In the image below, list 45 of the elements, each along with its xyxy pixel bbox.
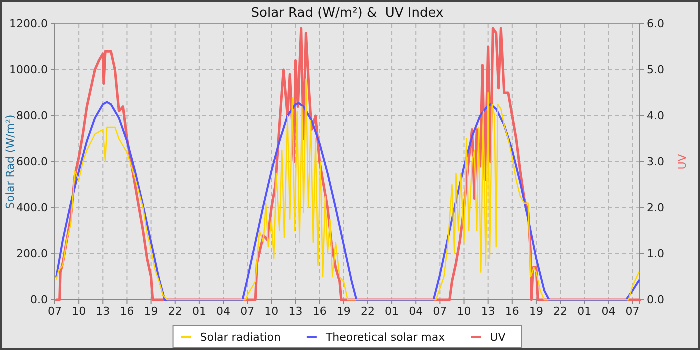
x-tick-label: 16 [120,304,134,318]
x-tick-label: 19 [336,304,351,318]
x-tick-label: 22 [554,304,568,318]
y2-tick-label: 6.0 [647,18,664,31]
chart-title: Solar Rad (W/m²) & UV Index [251,6,444,21]
y-tick-label: 400.0 [16,202,48,215]
x-tick-label: 13 [96,304,110,318]
x-tick-label: 22 [360,304,375,318]
y-tick-label: 600.0 [16,156,48,169]
legend-label: Theoretical solar max [324,331,446,344]
x-tick-label: 07 [433,304,448,318]
x-tick-label: 01 [192,304,206,318]
x-tick-label: 10 [457,304,472,318]
y2-tick-label: 1.0 [647,248,664,261]
y-tick-label: 200.0 [16,248,48,261]
y-tick-label: 1200.0 [10,18,48,31]
x-tick-label: 10 [72,304,86,318]
x-tick-label: 13 [481,304,496,318]
y2-tick-label: 3.0 [647,156,664,169]
y2-tick-label: 5.0 [647,64,664,77]
y-axis-title: Solar Rad (W/m²) [4,114,17,210]
x-tick-label: 16 [505,304,520,318]
y2-tick-label: 2.0 [647,202,664,215]
x-tick-label: 07 [240,304,255,318]
x-tick-label: 01 [385,304,400,318]
x-tick-label: 04 [409,304,424,318]
x-tick-label: 07 [48,304,62,318]
x-tick-label: 07 [626,304,640,318]
y2-tick-label: 4.0 [647,110,664,123]
y-tick-label: 0.0 [30,294,48,307]
x-tick-label: 10 [264,304,279,318]
y2-axis-title: UV [676,154,689,170]
x-tick-label: 01 [578,304,592,318]
y2-tick-label: 0.0 [647,294,664,307]
x-tick-label: 16 [312,304,327,318]
x-tick-label: 22 [168,304,182,318]
x-tick-label: 19 [529,304,544,318]
legend-label: UV [490,331,506,344]
y-tick-label: 800.0 [16,110,48,123]
x-tick-label: 04 [602,304,616,318]
y-tick-label: 1000.0 [10,64,48,77]
x-tick-label: 13 [288,304,303,318]
x-tick-label: 19 [144,304,158,318]
legend-label: Solar radiation [200,331,281,344]
x-tick-label: 04 [216,304,231,318]
